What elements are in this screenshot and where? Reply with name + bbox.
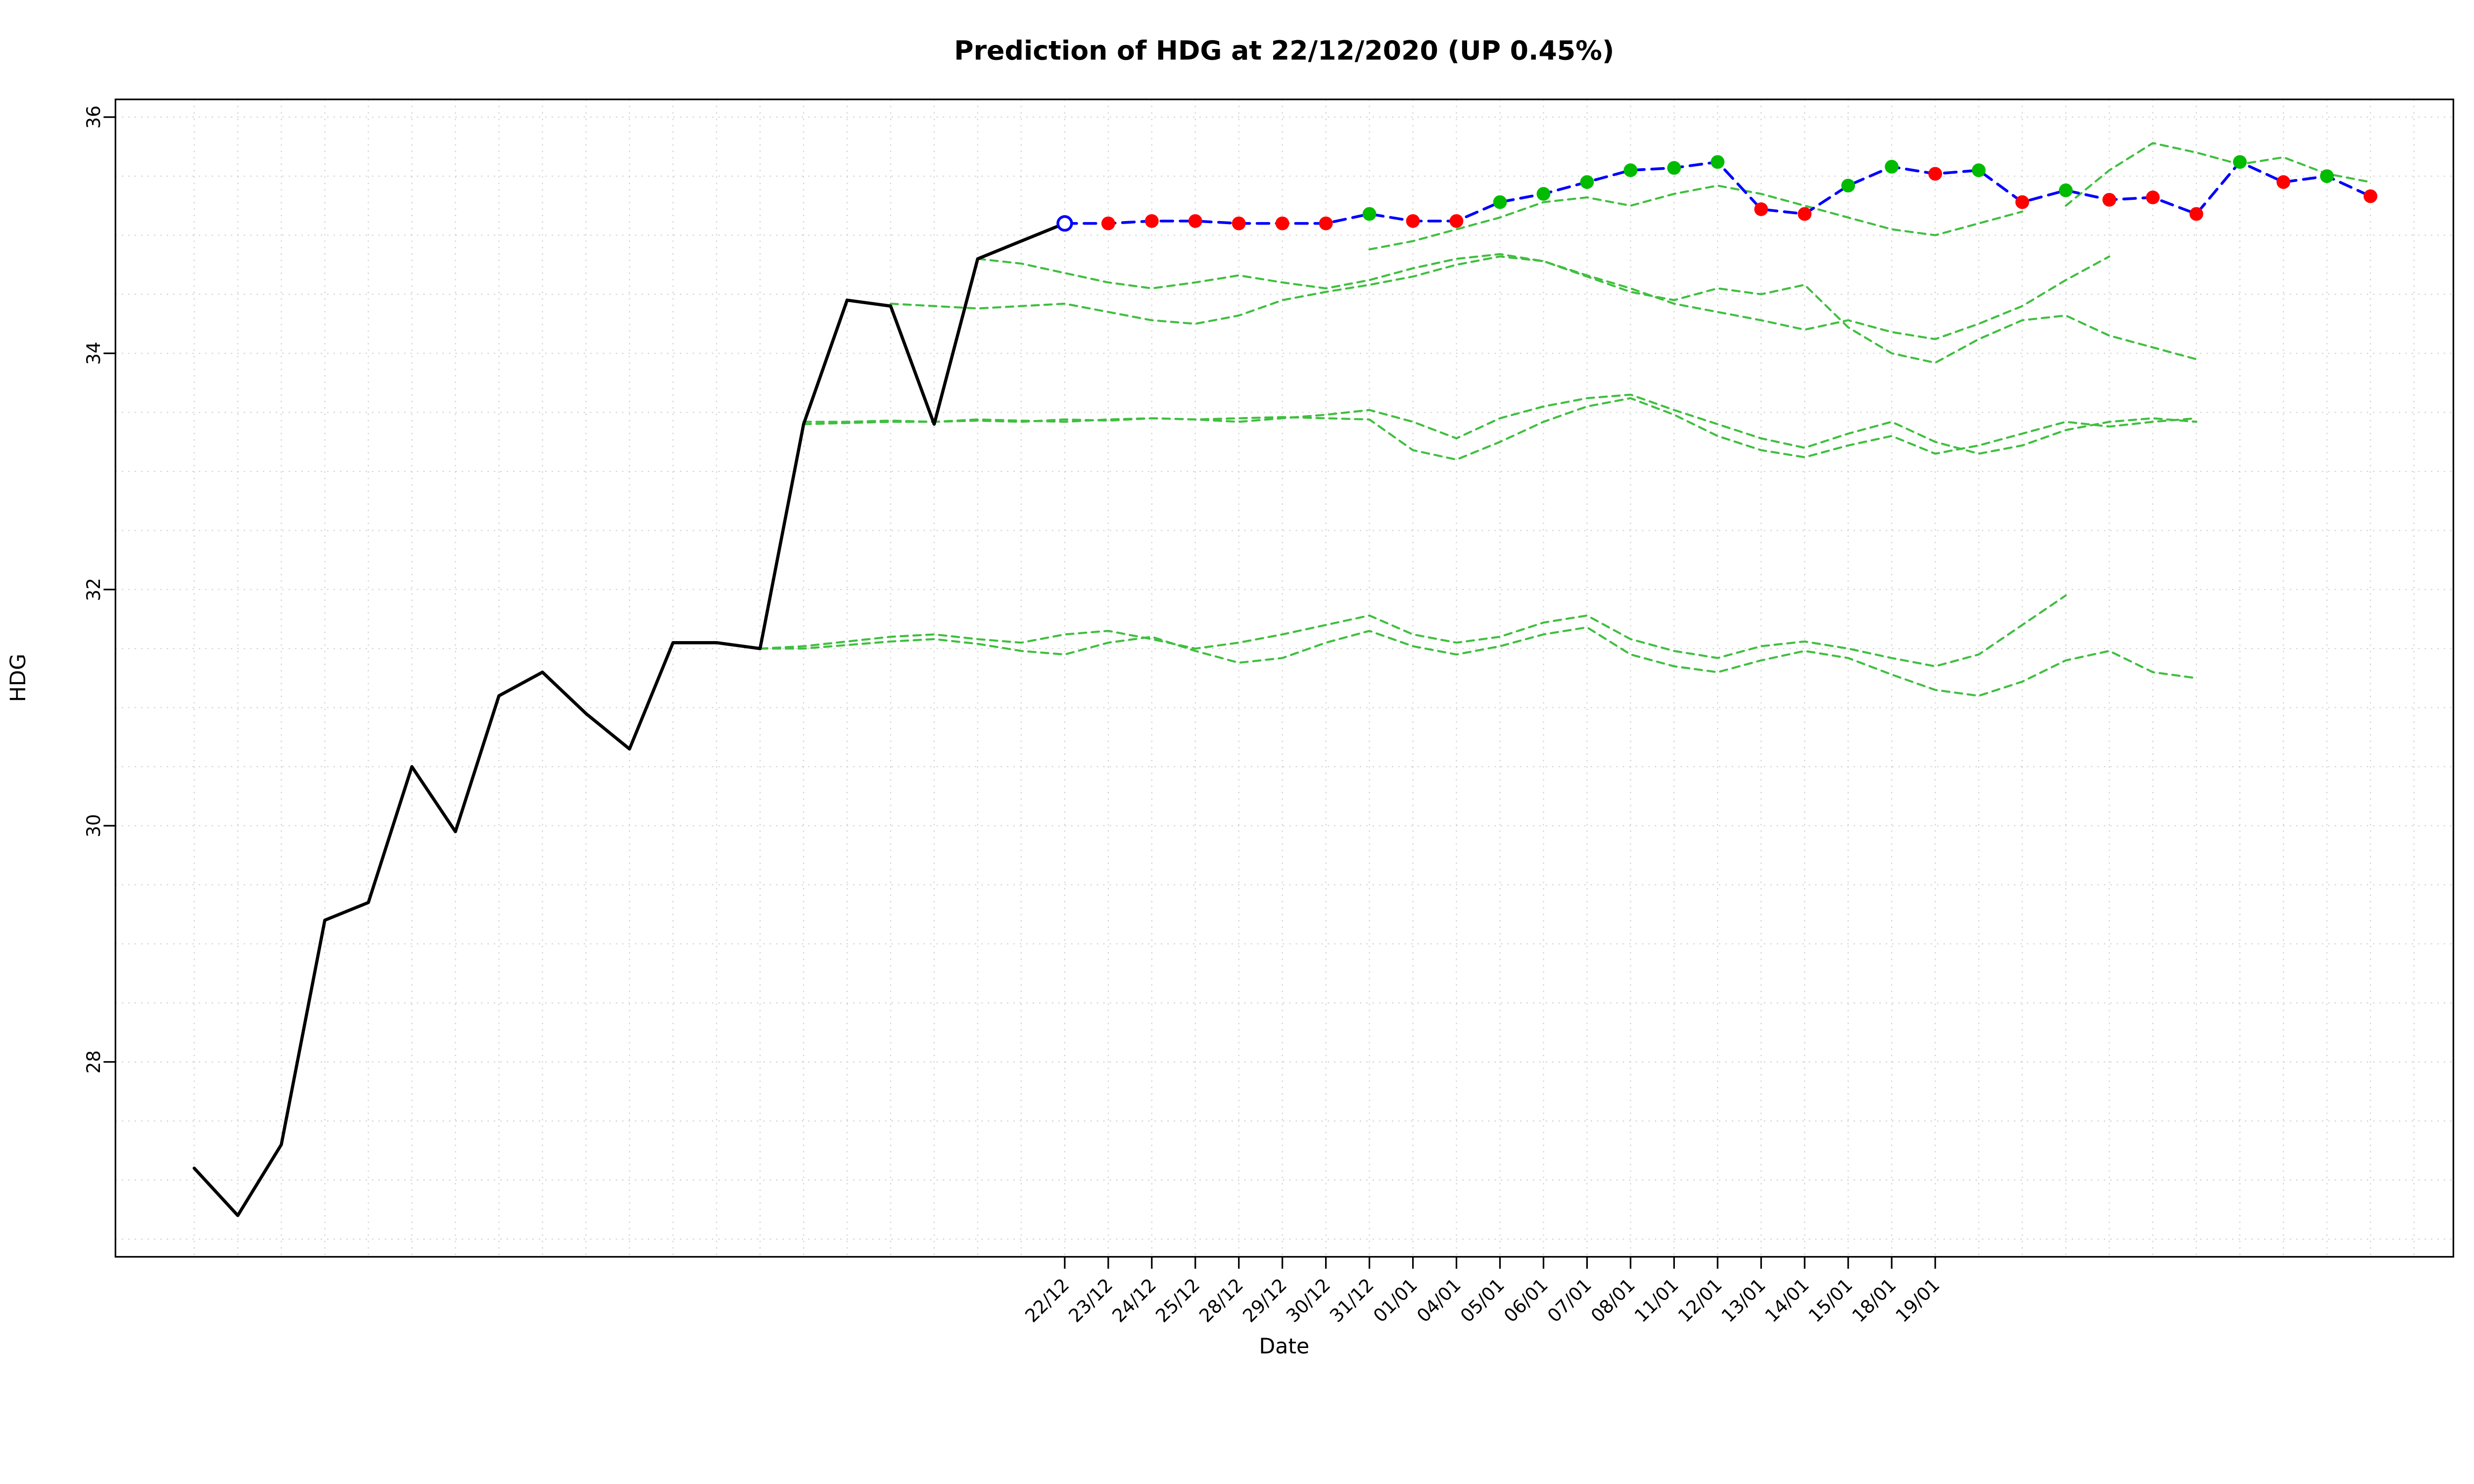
x-tick-label: 04/01: [1413, 1274, 1465, 1327]
series-simulation-4: [802, 397, 2197, 461]
prediction-up-point: [2059, 183, 2073, 197]
x-tick-label: 23/12: [1064, 1274, 1117, 1327]
x-tick-label: 28/12: [1195, 1274, 1247, 1327]
series-simulation-8: [2064, 142, 2372, 207]
series-simulation-6: [976, 253, 2111, 340]
x-tick-label: 11/01: [1630, 1274, 1683, 1327]
y-tick-label: 30: [83, 814, 104, 837]
prediction-down-point: [2015, 195, 2029, 209]
prediction-up-point: [1580, 175, 1594, 189]
prediction-down-point: [1798, 207, 1812, 221]
series-simulation-3: [802, 393, 2197, 455]
prediction-down-point: [2102, 192, 2116, 207]
prediction-up-point: [1972, 163, 1986, 178]
prediction-down-point: [2189, 207, 2203, 221]
y-tick-label: 34: [83, 342, 104, 365]
prediction-down-point: [2363, 189, 2378, 203]
series-simulation-5: [889, 255, 2197, 364]
axes: 28 30 32 34 36 22/1223/1224/1225/1228/1229/12…: [83, 98, 2454, 1327]
series-simulation-1: [759, 594, 2067, 668]
x-tick-label: 15/01: [1805, 1274, 1857, 1327]
prediction-start-point: [1056, 215, 1073, 232]
prediction-chart: 28 30 32 34 36 22/1223/1224/1225/1228/1229/12…: [5, 35, 2454, 1359]
data-points: [1056, 155, 2378, 232]
x-tick-label: 12/01: [1674, 1274, 1726, 1327]
y-axis-label: HDG: [6, 653, 31, 702]
x-tick-label: 31/12: [1326, 1274, 1378, 1327]
x-tick-label: 14/01: [1761, 1274, 1813, 1327]
prediction-down-point: [1188, 214, 1202, 228]
prediction-down-point: [1406, 214, 1420, 228]
x-tick-label: 18/01: [1848, 1274, 1901, 1327]
gridlines: [115, 99, 2454, 1257]
chart-container: 28 30 32 34 36 22/12 23/12 24/12 25/12 28/12 29/12…: [5, 35, 2454, 1359]
x-tick-label: 25/12: [1151, 1274, 1204, 1327]
prediction-down-point: [2276, 175, 2290, 189]
series-lines: [192, 142, 2372, 1217]
prediction-up-point: [1493, 195, 1507, 209]
prediction-down-point: [1449, 214, 1464, 228]
prediction-down-point: [1232, 216, 1246, 231]
chart-title: Prediction of HDG at 22/12/2020 (UP 0.45…: [954, 35, 1614, 66]
series-simulation-2: [759, 626, 2197, 697]
x-tick-label: 13/01: [1717, 1274, 1770, 1327]
plot-box: [114, 98, 2454, 1258]
y-tick-label: 28: [83, 1050, 104, 1073]
prediction-up-point: [1841, 179, 1856, 193]
x-tick-label: 22/12: [1021, 1274, 1073, 1327]
prediction-up-point: [1362, 207, 1377, 221]
prediction-up-point: [1667, 161, 1681, 175]
x-tick-label: 19/01: [1892, 1274, 1944, 1327]
prediction-down-point: [1101, 216, 1115, 231]
prediction-down-point: [1928, 167, 1942, 181]
prediction-up-point: [1711, 155, 1725, 169]
x-axis-label: Date: [1259, 1334, 1309, 1359]
prediction-up-point: [1623, 163, 1638, 178]
prediction-down-point: [1144, 214, 1159, 228]
prediction-up-point: [2233, 155, 2247, 169]
series-history: [192, 222, 1067, 1217]
x-tick-label: 05/01: [1456, 1274, 1509, 1327]
x-tick-label: 30/12: [1282, 1274, 1334, 1327]
prediction-up-point: [2320, 169, 2334, 184]
x-tick-label: 24/12: [1108, 1274, 1160, 1327]
y-tick-label: 32: [83, 578, 104, 601]
x-tick-label: 29/12: [1238, 1274, 1291, 1327]
prediction-down-point: [1275, 216, 1289, 231]
x-tick-label: 06/01: [1500, 1274, 1552, 1327]
x-tick-label: 01/01: [1369, 1274, 1422, 1327]
prediction-up-point: [1536, 187, 1551, 201]
prediction-up-point: [1885, 160, 1899, 174]
x-tick-label: 08/01: [1587, 1274, 1639, 1327]
x-tick-label: 07/01: [1543, 1274, 1596, 1327]
prediction-down-point: [1754, 202, 1768, 216]
series-simulation-7: [1368, 185, 2024, 251]
prediction-down-point: [1319, 216, 1333, 231]
y-tick-label: 36: [83, 105, 104, 129]
prediction-down-point: [2146, 190, 2160, 204]
